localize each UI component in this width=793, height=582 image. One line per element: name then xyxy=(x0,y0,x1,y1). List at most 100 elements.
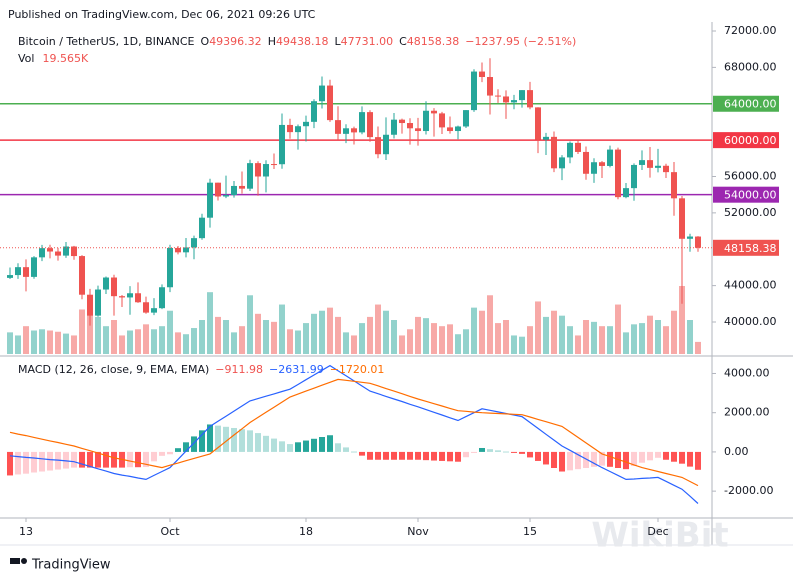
volume-bar xyxy=(151,329,157,354)
histogram-bar xyxy=(319,437,325,452)
volume-bar xyxy=(319,310,325,354)
volume-bar xyxy=(231,332,237,354)
candle-body xyxy=(607,149,613,166)
change-value: −1237.95 (−2.51%) xyxy=(465,35,576,48)
histogram-bar xyxy=(31,451,37,473)
volume-bar xyxy=(687,320,693,354)
candle-body xyxy=(143,302,149,313)
candle-body xyxy=(295,126,301,133)
volume-bar xyxy=(511,335,517,354)
ohlc-value: 49396.32 xyxy=(209,35,262,48)
histogram-bar xyxy=(391,451,397,460)
volume-bar xyxy=(55,331,61,354)
candle-body xyxy=(495,95,501,97)
candle-body xyxy=(551,136,557,169)
histogram-bar xyxy=(679,451,685,464)
histogram-bar xyxy=(295,442,301,452)
candle-body xyxy=(695,236,701,248)
candle-body xyxy=(679,198,685,239)
brand-logo: TradingView xyxy=(10,558,111,573)
histogram-bar xyxy=(687,451,693,467)
volume-bar xyxy=(399,335,405,354)
symbol-title: Bitcoin / TetherUS, 1D, BINANCE xyxy=(18,35,195,48)
histogram-bar xyxy=(463,451,469,458)
volume-bar xyxy=(159,326,165,354)
candle-body xyxy=(319,85,325,102)
volume-bar xyxy=(327,307,333,354)
volume-bar xyxy=(447,324,453,354)
histogram-bar xyxy=(287,444,293,452)
histogram-bar xyxy=(95,451,101,468)
histogram-bar xyxy=(79,451,85,468)
volume-bar xyxy=(631,324,637,354)
histogram-bar xyxy=(591,451,597,467)
histogram-bar xyxy=(479,447,485,452)
volume-bar xyxy=(695,341,701,354)
x-tick-label: 15 xyxy=(523,525,537,538)
ohlc-value: 49438.18 xyxy=(276,35,329,48)
candle-body xyxy=(15,267,21,276)
histogram-bar xyxy=(487,449,493,452)
candle-body xyxy=(327,85,333,121)
volume-bar xyxy=(551,310,557,354)
macd-title: MACD (12, 26, close, 9, EMA, EMA) xyxy=(18,363,209,376)
histogram-bar xyxy=(543,451,549,465)
candle-body xyxy=(191,238,197,248)
candle-body xyxy=(215,182,221,197)
candle-body xyxy=(687,236,693,239)
level-label-box xyxy=(713,186,779,203)
histogram-bar xyxy=(111,451,117,468)
volume-bar xyxy=(239,326,245,354)
volume-bar xyxy=(407,329,413,354)
volume-bar xyxy=(615,304,621,354)
candle-body xyxy=(391,119,397,135)
candle-body xyxy=(359,112,365,133)
volume-bar xyxy=(71,335,77,354)
candle-body xyxy=(7,275,13,278)
histogram-bar xyxy=(7,451,13,476)
candle-body xyxy=(615,149,621,198)
candle-body xyxy=(479,71,485,78)
histogram-bar xyxy=(407,451,413,460)
histogram-bar xyxy=(551,451,557,468)
legend: Bitcoin / TetherUS, 1D, BINANCE O49396.32… xyxy=(18,35,576,376)
histogram-bar xyxy=(535,451,541,461)
histogram-bar xyxy=(575,451,581,470)
histogram-bar xyxy=(599,451,605,466)
y-tick-label: 72000.00 xyxy=(724,24,777,37)
histogram-bar xyxy=(343,447,349,452)
ohlc-key: H xyxy=(268,35,276,48)
volume-bar xyxy=(63,333,69,354)
histogram-bar xyxy=(55,451,61,470)
histogram-bar xyxy=(303,440,309,452)
histogram-bar xyxy=(191,436,197,452)
histogram-bar xyxy=(255,433,261,452)
volume-value: 19.565K xyxy=(42,52,88,65)
volume-bar xyxy=(79,309,85,354)
volume-bar xyxy=(95,316,101,354)
volume-bar xyxy=(679,286,685,354)
volume-bar xyxy=(455,334,461,354)
histogram-bar xyxy=(279,441,285,452)
volume-bar xyxy=(351,335,357,354)
volume-bar xyxy=(415,316,421,354)
candle-body xyxy=(175,247,181,253)
candle-body xyxy=(407,123,413,129)
histogram-bar xyxy=(431,451,437,461)
histogram-bar xyxy=(527,451,533,458)
histogram-bar xyxy=(71,451,77,468)
candle-body xyxy=(63,246,69,256)
candle-body xyxy=(471,71,477,111)
volume-bar xyxy=(503,320,509,354)
volume-bar xyxy=(127,330,133,354)
histogram-bar xyxy=(383,451,389,460)
histogram-bar xyxy=(127,451,133,468)
volume-bar xyxy=(207,292,213,354)
candle-body xyxy=(247,163,253,189)
volume-bar xyxy=(527,326,533,354)
candle-body xyxy=(47,248,53,252)
logo-mark xyxy=(10,558,20,564)
volume-bar xyxy=(639,323,645,354)
candle-body xyxy=(367,112,373,138)
volume-bar xyxy=(143,324,149,354)
